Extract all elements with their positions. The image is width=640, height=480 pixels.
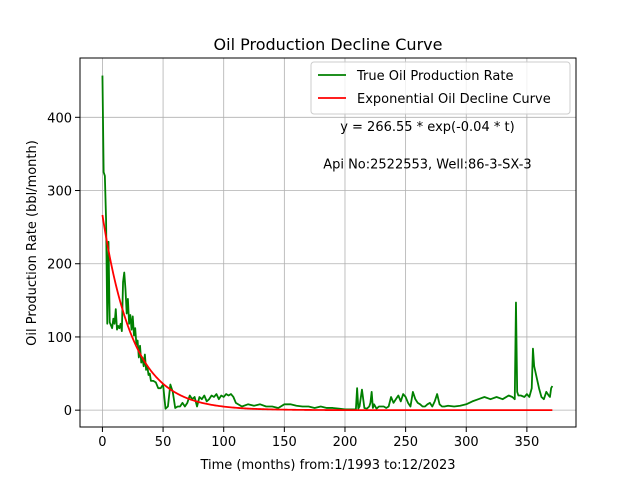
x-tick-label: 250: [393, 435, 418, 450]
y-tick-label: 0: [64, 404, 72, 419]
grid-lines: [80, 58, 576, 427]
y-tick-label: 400: [47, 111, 72, 126]
series-layer: [101, 75, 554, 412]
x-tick-label: 300: [454, 435, 479, 450]
y-tick-label: 100: [47, 331, 72, 346]
series-line-true-rate: [101, 75, 554, 411]
legend-label-true-rate: True Oil Production Rate: [356, 69, 513, 84]
x-tick-label: 50: [155, 435, 172, 450]
chart-title: Oil Production Decline Curve: [214, 35, 443, 54]
x-tick-label: 100: [211, 435, 236, 450]
x-axis-label: Time (months) from:1/1993 to:12/2023: [199, 458, 455, 473]
y-tick-label: 300: [47, 185, 72, 200]
series-line-exponential: [101, 214, 553, 412]
legend: True Oil Production Rate Exponential Oil…: [310, 61, 571, 115]
x-tick-label: 200: [333, 435, 358, 450]
x-tick-label: 350: [514, 435, 539, 450]
legend-label-exponential: Exponential Oil Decline Curve: [357, 92, 551, 107]
y-tick-label: 200: [47, 258, 72, 273]
plot-frame: [79, 57, 577, 428]
x-tick-label: 150: [272, 435, 297, 450]
legend-box: [310, 61, 571, 115]
well-annotation: Api No:2522553, Well:86-3-SX-3: [323, 158, 531, 173]
axis-ticks: 0 50 100 150 200 250 300 350 0 100 200 300 400: [47, 111, 539, 450]
y-axis-label: Oil Production Rate (bbl/month): [25, 140, 40, 346]
equation-annotation: y = 266.55 * exp(-0.04 * t): [340, 120, 514, 135]
x-tick-label: 0: [98, 435, 106, 450]
